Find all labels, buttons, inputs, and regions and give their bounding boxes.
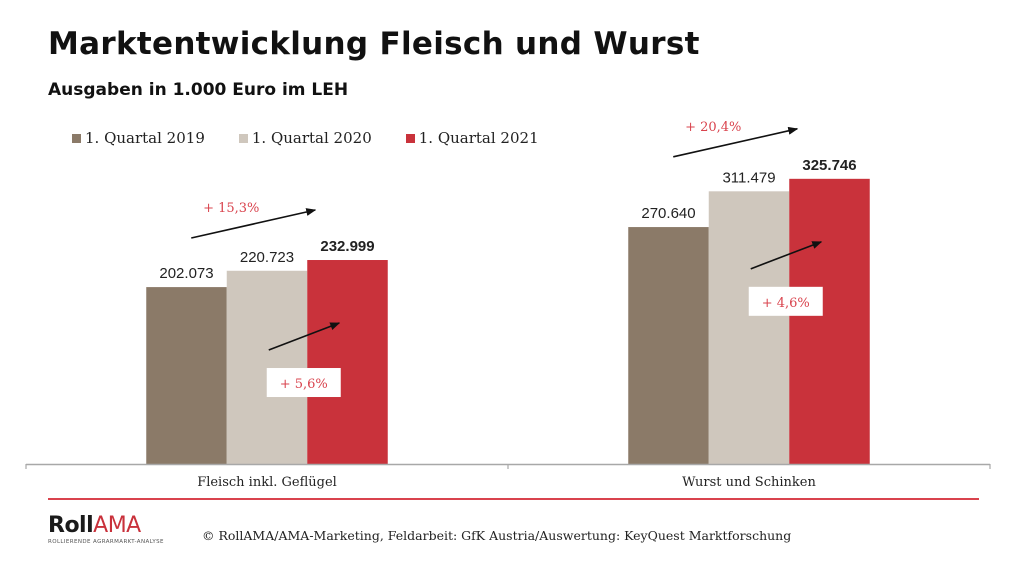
growth-arrow [268,322,341,351]
bar-wurst-2019 [628,227,709,464]
chart-title: Marktentwicklung Fleisch und Wurst [48,26,700,62]
legend-label-2019: 1. Quartal 2019 [85,129,205,147]
legend-item-2019: 1. Quartal 2019 [72,129,205,147]
legend-swatch-2019 [72,133,81,143]
growth-arrow [191,208,317,239]
growth-label-box [748,286,823,316]
chart-subtitle: Ausgaben in 1.000 Euro im LEH [48,80,349,100]
growth-label-box [266,368,341,398]
data-label: 325.746 [802,157,856,174]
legend: 1. Quartal 2019 1. Quartal 2020 1. Quart… [72,129,573,147]
data-label: 220.723 [240,249,294,266]
logo-tagline: ROLLIERENDE AGRARMARKT-ANALYSE [48,539,164,545]
source-note: © RollAMA/AMA-Marketing, Feldarbeit: GfK… [202,528,792,543]
footer-divider [48,498,979,500]
data-label: 311.479 [722,169,775,186]
bar-wurst-2020 [708,191,790,464]
legend-item-2020: 1. Quartal 2020 [238,129,372,147]
growth-label: + 5,6% [280,377,328,392]
data-label: 202.073 [159,265,213,282]
data-label: 270.640 [641,205,695,222]
legend-label-2021: 1. Quartal 2021 [418,129,539,147]
bar-wurst-2021 [789,178,870,464]
category-label: Fleisch inkl. Geflügel [197,475,337,490]
legend-item-2021: 1. Quartal 2021 [405,129,539,147]
bar-fleisch-2019 [146,287,227,464]
bar-fleisch-2021 [307,260,388,464]
legend-swatch-2020 [238,133,248,143]
rollama-logo: RollAMA ROLLIERENDE AGRARMARKT-ANALYSE [48,513,164,546]
growth-arrow [673,126,799,158]
bar-fleisch-2020 [226,270,308,464]
logo-roll: Roll [48,513,94,538]
category-label: Wurst und Schinken [682,475,816,490]
legend-swatch-2021 [405,133,415,143]
legend-label-2020: 1. Quartal 2020 [251,129,372,147]
data-label: 232.999 [320,238,374,255]
logo-ama: AMA [93,513,141,538]
growth-label: + 4,6% [762,296,810,311]
growth-label: + 15,3% [203,201,259,216]
growth-arrow [750,241,823,270]
growth-label: + 20,4% [685,120,741,135]
